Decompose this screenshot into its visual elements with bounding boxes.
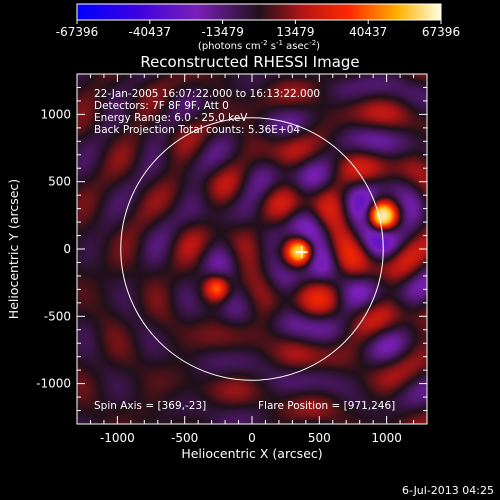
y-tick-label: 500 xyxy=(48,175,71,189)
y-axis-label: Heliocentric Y (arcsec) xyxy=(6,179,21,319)
colorbar-tick-label: 67396 xyxy=(422,25,460,39)
colorbar-ticks: -67396 -40437 -13479 13479 40437 67396 xyxy=(56,20,460,39)
chart-title: Reconstructed RHESSI Image xyxy=(140,53,359,71)
spin-axis-text: Spin Axis = [369,-23] xyxy=(94,400,206,412)
y-tick-label: -500 xyxy=(44,309,71,323)
axis-ticks xyxy=(76,73,428,425)
y-tick-label: -1000 xyxy=(36,377,71,391)
y-tick-labels: -1000 -500 0 500 1000 xyxy=(36,107,71,390)
colorbar-units: (photons cm-2 s-1 asec-2) xyxy=(198,39,320,52)
info-block: 22-Jan-2005 16:07:22.000 to 16:13:22.000… xyxy=(94,88,320,136)
x-tick-label: 0 xyxy=(248,431,256,445)
colorbar-tick-label: -13479 xyxy=(201,25,244,39)
colorbar-tick-label: -67396 xyxy=(56,25,99,39)
spin-axis-marker xyxy=(295,246,308,259)
solar-limb-circle xyxy=(120,117,384,381)
info-line-energy: Energy Range: 6.0 - 25.0 keV xyxy=(94,112,248,124)
colorbar-tick-label: -40437 xyxy=(129,25,172,39)
colorbar-tick-label: 13479 xyxy=(276,25,314,39)
heatmap-image-holder xyxy=(77,74,427,424)
x-tick-label: -500 xyxy=(171,431,198,445)
y-tick-label: 1000 xyxy=(40,107,71,121)
y-tick-label: 0 xyxy=(63,242,71,256)
colorbar-tick-label: 40437 xyxy=(349,25,387,39)
footer-timestamp: 6-Jul-2013 04:25 xyxy=(402,484,494,497)
x-tick-label: 1000 xyxy=(371,431,402,445)
info-line-time: 22-Jan-2005 16:07:22.000 to 16:13:22.000 xyxy=(94,88,320,100)
flare-position-text: Flare Position = [971,246] xyxy=(258,400,395,412)
x-tick-label: -1000 xyxy=(100,431,135,445)
colorbar-bar xyxy=(76,3,442,21)
x-tick-label: 500 xyxy=(308,431,331,445)
plot-area xyxy=(77,74,427,424)
colorbar: -67396 -40437 -13479 13479 40437 67396 (photo… xyxy=(56,3,460,52)
info-line-detectors: Detectors: 7F 8F 9F, Att 0 xyxy=(94,100,229,112)
x-axis-label: Heliocentric X (arcsec) xyxy=(181,446,322,461)
x-tick-labels: -1000 -500 0 500 1000 xyxy=(100,431,402,445)
info-line-method: Back Projection Total counts: 5.36E+04 xyxy=(94,124,300,136)
